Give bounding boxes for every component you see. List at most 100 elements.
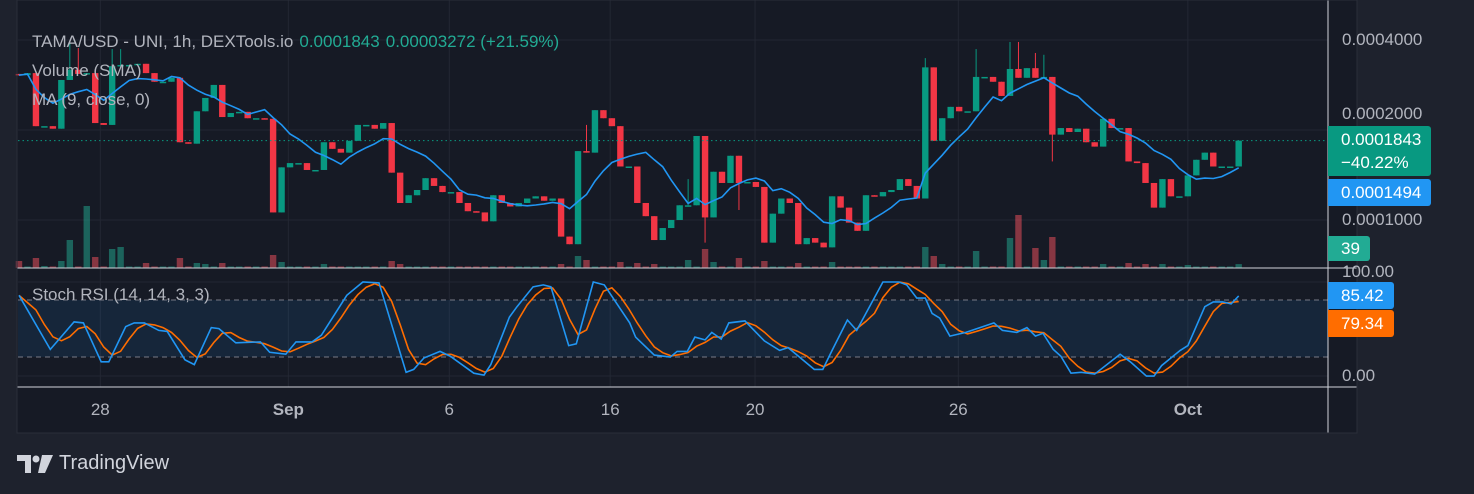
tradingview-logo[interactable]: TradingView (17, 452, 169, 475)
candle-body (380, 123, 387, 129)
candle-body (100, 123, 107, 125)
volume-bar (888, 266, 895, 268)
candle-body (1074, 128, 1081, 132)
volume-bar (193, 263, 201, 268)
candle-body (998, 81, 1005, 96)
candle-body (981, 76, 988, 79)
volume-bar (515, 266, 522, 268)
candle-body (854, 222, 861, 231)
candle-body (507, 202, 514, 207)
volume-bar (422, 266, 429, 268)
volume-bars (15, 206, 1242, 268)
candle-body (964, 111, 971, 113)
candle-body (473, 211, 480, 213)
volume-bar (659, 266, 666, 268)
volume-bar (1116, 266, 1124, 268)
candle-body (1015, 68, 1022, 78)
volume-bar (252, 266, 260, 268)
volume-bar (286, 266, 294, 268)
volume-bar (1074, 266, 1081, 268)
candle-body (422, 178, 429, 190)
volume-bar (778, 266, 785, 268)
candle-body (701, 135, 709, 218)
volume-bar (1006, 238, 1014, 268)
volume-bar (617, 262, 624, 268)
volume-bar (481, 266, 489, 268)
candle-body (659, 228, 666, 241)
volume-bar (1133, 266, 1141, 268)
volume-bar (1125, 263, 1132, 268)
volume-bar (1099, 264, 1107, 268)
volume-bar (972, 251, 980, 268)
volume-bar (540, 266, 548, 268)
volume-bar (1184, 265, 1192, 268)
candle-body (252, 118, 260, 120)
volume-bar (600, 266, 607, 268)
candle-body (58, 79, 65, 129)
candle-body (625, 166, 633, 168)
volume-bar (1015, 215, 1022, 268)
candle-body (1125, 128, 1132, 162)
stoch-band (18, 300, 1328, 357)
volume-bar (947, 266, 954, 268)
volume-bar (15, 261, 23, 268)
candle-body (693, 135, 700, 206)
volume-bar (100, 266, 107, 268)
candle-body (811, 238, 819, 243)
candle-body (922, 67, 929, 199)
volume-bar (1227, 266, 1234, 268)
volume-bar (879, 266, 887, 268)
candle-body (371, 124, 378, 129)
volume-bar (608, 266, 616, 268)
volume-bar (854, 266, 861, 268)
volume-bar (710, 262, 717, 268)
candle-body (540, 196, 548, 201)
legend-ma[interactable]: MA (9, close, 0) (32, 90, 151, 109)
candle-body (1023, 68, 1031, 78)
candle-body (862, 195, 870, 231)
candle-body (337, 148, 345, 153)
volume-bar (58, 261, 65, 268)
volume-bar (168, 266, 175, 268)
candle-body (566, 236, 573, 245)
volume-badge: 39 (1328, 236, 1370, 261)
volume-bar (989, 266, 997, 268)
candle-body (278, 167, 285, 213)
volume-bar (83, 206, 90, 268)
volume-bar (701, 249, 709, 268)
volume-bar (75, 266, 82, 268)
candle-body (1218, 166, 1225, 168)
legend-volume[interactable]: Volume (SMA) (32, 61, 142, 80)
legend-stoch[interactable]: Stoch RSI (14, 14, 3, 3) (32, 285, 210, 304)
volume-bar (41, 266, 48, 268)
candle-body (185, 142, 192, 144)
candle-body (786, 198, 793, 203)
stoch-axis-label: 100.00 (1342, 262, 1394, 281)
volume-bar (566, 266, 573, 268)
candle-body (828, 196, 836, 248)
candle-body (744, 181, 751, 184)
grid (18, 0, 1328, 387)
volume-bar (803, 266, 810, 268)
candle-body (972, 76, 980, 112)
volume-bar (532, 266, 539, 268)
volume-bar (1235, 264, 1242, 268)
volume-bar (456, 266, 463, 268)
candles (15, 41, 1242, 248)
volume-bar (380, 266, 387, 268)
legend-symbol[interactable]: TAMA/USD - UNI, 1h, DEXTools.io (32, 32, 294, 51)
volume-bar (1040, 260, 1048, 268)
candle-body (1116, 128, 1124, 130)
candle-body (490, 195, 497, 222)
volume-bar (49, 266, 57, 268)
candle-body (159, 81, 167, 84)
candle-body (151, 73, 158, 82)
candle-body (125, 64, 133, 67)
volume-bar (320, 264, 328, 268)
candle-body (227, 112, 234, 118)
candle-body (1032, 68, 1039, 78)
volume-bar (413, 266, 421, 268)
volume-bar (447, 266, 455, 268)
volume-bar (693, 266, 700, 268)
